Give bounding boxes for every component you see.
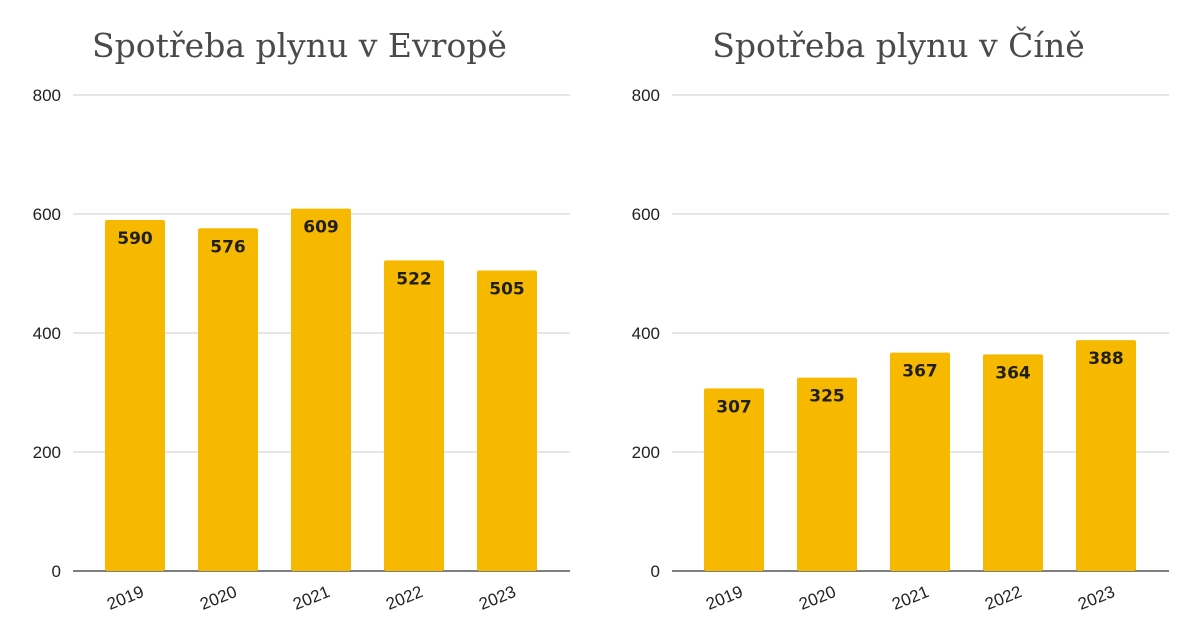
data-label-europe-2020: 576 [210,237,246,257]
y-tick-label-europe: 0 [52,562,61,581]
bar-europe-2023 [477,270,537,571]
x-tick-label-china: 2019 [703,582,745,614]
x-tick-label-europe: 2020 [197,582,239,614]
x-tick-label-europe: 2022 [383,582,425,614]
bar-china-2021 [890,352,950,571]
bar-europe-2021 [291,208,351,571]
data-label-china-2023: 388 [1088,349,1124,369]
bar-europe-2019 [105,219,165,571]
x-tick-label-europe: 2019 [104,582,146,614]
x-tick-label-china: 2020 [796,582,838,614]
bar-china-2019 [704,388,764,571]
data-label-china-2022: 364 [995,363,1031,383]
bar-chart-china: 0 200 400 600 800 307 2019 325 2020 367 2021 364 202… [632,86,1169,614]
chart-panel-europe: Spotřeba plynu v Evropě 0 200 400 600 800 590… [33,26,570,614]
data-label-europe-2022: 522 [396,269,432,289]
chart-title-china: Spotřeba plynu v Číně [712,26,1085,65]
chart-title-europe: Spotřeba plynu v Evropě [92,26,507,65]
x-tick-label-china: 2023 [1075,582,1117,614]
y-tick-label-europe: 600 [33,205,61,224]
bar-china-2020 [797,377,857,571]
data-label-china-2020: 325 [809,387,845,407]
y-tick-label-china: 600 [632,205,660,224]
data-label-europe-2023: 505 [489,280,525,300]
y-tick-label-europe: 200 [33,443,61,462]
y-tick-label-europe: 400 [33,324,61,343]
bar-europe-2022 [384,260,444,571]
y-tick-label-china: 800 [632,86,660,105]
bar-china-2023 [1076,340,1136,571]
x-tick-label-china: 2022 [982,582,1024,614]
data-label-china-2021: 367 [902,362,938,382]
bar-china-2022 [983,354,1043,571]
x-tick-label-china: 2021 [889,582,931,614]
y-tick-label-china: 200 [632,443,660,462]
y-tick-label-china: 0 [651,562,660,581]
bar-chart-europe: 0 200 400 600 800 590 2019 576 2020 609 2021 522 202… [33,86,570,614]
bar-europe-2020 [198,228,258,571]
data-label-china-2019: 307 [716,397,752,417]
y-tick-label-china: 400 [632,324,660,343]
chart-panel-china: Spotřeba plynu v Číně 0 200 400 600 800 307 20… [599,0,1198,643]
x-tick-label-europe: 2021 [290,582,332,614]
data-label-europe-2019: 590 [117,229,153,249]
data-label-europe-2021: 609 [303,218,339,238]
x-tick-label-europe: 2023 [476,582,518,614]
y-tick-label-europe: 800 [33,86,61,105]
